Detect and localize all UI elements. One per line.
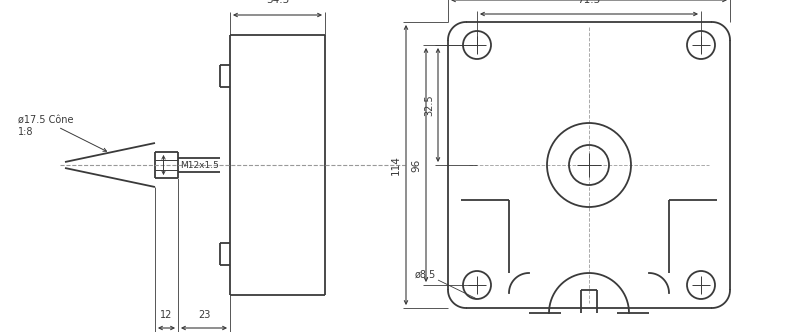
Text: 23: 23 [198,310,210,320]
Text: 54.5: 54.5 [266,0,289,5]
Text: ø8.5: ø8.5 [414,270,436,280]
Text: 32.5: 32.5 [424,94,434,116]
Text: M12x1.5: M12x1.5 [180,160,219,170]
Text: 1:8: 1:8 [18,127,34,137]
Text: 114: 114 [391,155,401,175]
Text: 71.5: 71.5 [578,0,601,5]
Text: 12: 12 [160,310,173,320]
Text: 96: 96 [411,158,421,172]
Text: ø17.5 Cône: ø17.5 Cône [18,115,74,125]
